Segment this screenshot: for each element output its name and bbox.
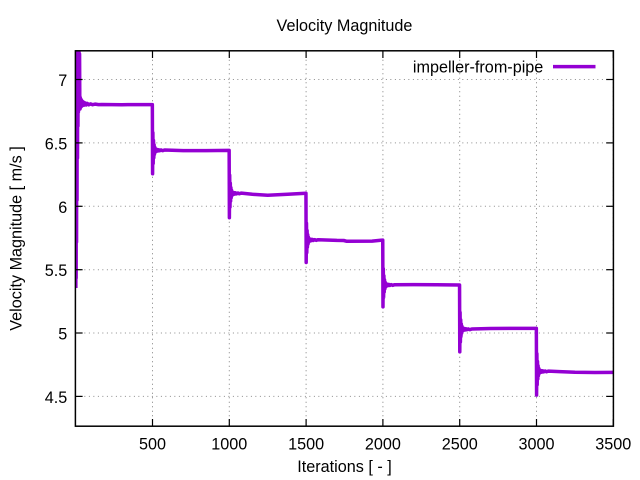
svg-text:6.5: 6.5	[45, 135, 68, 153]
svg-text:impeller-from-pipe: impeller-from-pipe	[413, 58, 543, 76]
svg-text:7: 7	[58, 72, 67, 90]
svg-text:1000: 1000	[211, 435, 247, 453]
svg-text:1500: 1500	[288, 435, 324, 453]
svg-text:5.5: 5.5	[45, 262, 68, 280]
svg-text:4.5: 4.5	[45, 389, 68, 407]
svg-text:3500: 3500	[595, 435, 631, 453]
svg-text:Velocity Magnitude: Velocity Magnitude	[277, 17, 413, 35]
svg-text:5: 5	[58, 326, 67, 344]
svg-text:3000: 3000	[518, 435, 554, 453]
svg-text:Iterations [ - ]: Iterations [ - ]	[297, 458, 391, 476]
svg-text:500: 500	[139, 435, 166, 453]
svg-text:2000: 2000	[365, 435, 401, 453]
svg-text:6: 6	[58, 199, 67, 217]
svg-text:Velocity Magnitude [ m/s ]: Velocity Magnitude [ m/s ]	[8, 146, 26, 330]
svg-text:2500: 2500	[442, 435, 478, 453]
